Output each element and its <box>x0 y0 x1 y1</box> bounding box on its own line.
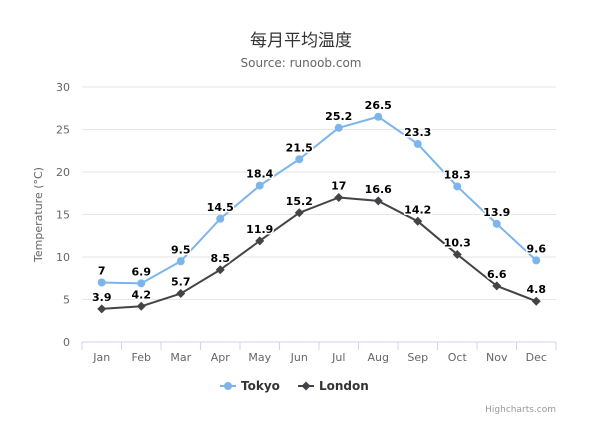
data-point-tokyo[interactable] <box>255 181 264 190</box>
data-label: 15.2 <box>286 195 313 208</box>
data-label: 25.2 <box>325 110 352 123</box>
data-point-tokyo[interactable] <box>137 279 146 288</box>
x-tick-label: Dec <box>526 351 547 364</box>
data-point-tokyo[interactable] <box>374 112 383 121</box>
data-label: 11.9 <box>246 223 273 236</box>
data-point-london[interactable] <box>492 281 502 291</box>
legend-diamond-marker <box>301 381 311 391</box>
series-line-tokyo[interactable] <box>100 115 538 285</box>
x-tick-label: Sep <box>407 351 428 364</box>
y-axis-title: Temperature (°C) <box>32 167 45 263</box>
data-label: 17 <box>331 180 346 193</box>
legend-item-tokyo[interactable]: Tokyo <box>220 379 280 393</box>
data-label: 13.9 <box>483 206 510 219</box>
legend-label: Tokyo <box>241 379 280 393</box>
legend-circle-marker <box>224 382 232 390</box>
data-point-london[interactable] <box>452 249 462 259</box>
series-line-london[interactable] <box>100 196 538 310</box>
data-label: 26.5 <box>365 99 392 112</box>
data-point-london[interactable] <box>413 216 423 226</box>
data-point-tokyo[interactable] <box>453 182 462 191</box>
data-point-london[interactable] <box>531 296 541 306</box>
data-label: 5.7 <box>171 276 191 289</box>
y-tick-label: 5 <box>63 294 70 307</box>
x-tick-label: Apr <box>211 351 231 364</box>
data-point-london[interactable] <box>136 301 146 311</box>
data-point-london[interactable] <box>97 304 107 314</box>
data-point-tokyo[interactable] <box>97 278 106 287</box>
y-axis: 0 5 10 15 20 25 30 Temperature (°C) <box>32 81 70 349</box>
data-label: 4.2 <box>132 288 152 301</box>
data-point-london[interactable] <box>294 208 304 218</box>
data-label: 7 <box>98 265 106 278</box>
data-point-london[interactable] <box>255 236 265 246</box>
x-tick-label: Aug <box>368 351 389 364</box>
data-label: 6.6 <box>487 268 507 281</box>
data-labels: 7 6.9 9.5 14.5 18.4 21.5 25.2 26.5 23.3 18.3 13.9 9… <box>91 97 548 305</box>
y-tick-label: 25 <box>56 124 70 137</box>
data-label: 4.8 <box>527 283 547 296</box>
chart-subtitle: Source: runoob.com <box>240 56 362 70</box>
data-point-tokyo[interactable] <box>532 256 541 265</box>
data-label: 23.3 <box>404 126 431 139</box>
data-point-tokyo[interactable] <box>492 219 501 228</box>
x-tick-label: Oct <box>448 351 468 364</box>
data-point-tokyo[interactable] <box>413 139 422 148</box>
credits-link[interactable]: Highcharts.com <box>485 405 556 415</box>
data-label: 21.5 <box>286 141 313 154</box>
data-point-london[interactable] <box>373 196 383 206</box>
data-label: 18.3 <box>444 168 471 181</box>
data-label: 10.3 <box>444 236 471 249</box>
data-point-tokyo[interactable] <box>176 257 185 266</box>
x-tick-label: Feb <box>132 351 151 364</box>
y-tick-label: 15 <box>56 209 70 222</box>
data-label: 18.4 <box>246 168 273 181</box>
x-axis: Jan Feb Mar Apr May Jun Jul Aug Sep Oct Nov Dec <box>81 342 557 364</box>
data-point-tokyo[interactable] <box>334 123 343 132</box>
x-tick-label: Mar <box>170 351 191 364</box>
y-tick-label: 20 <box>56 166 70 179</box>
x-tick-label: May <box>248 351 271 364</box>
legend-item-london[interactable]: London <box>298 379 369 393</box>
data-label: 14.2 <box>404 203 431 216</box>
data-label: 9.5 <box>171 243 191 256</box>
x-tick-label: Jul <box>331 351 345 364</box>
x-tick-label: Jun <box>290 351 308 364</box>
data-label: 9.6 <box>527 242 547 255</box>
legend-label: London <box>319 379 369 393</box>
y-tick-label: 30 <box>56 81 70 94</box>
data-point-london[interactable] <box>215 265 225 275</box>
data-label: 16.6 <box>365 183 392 196</box>
y-tick-label: 10 <box>56 251 70 264</box>
data-point-tokyo[interactable] <box>216 214 225 223</box>
x-tick-label: Jan <box>92 351 110 364</box>
data-label: 3.9 <box>92 291 112 304</box>
data-label: 6.9 <box>132 265 152 278</box>
data-label: 8.5 <box>211 252 231 265</box>
data-point-tokyo[interactable] <box>295 155 304 164</box>
legend: Tokyo London <box>220 379 369 393</box>
y-tick-label: 0 <box>63 336 70 349</box>
chart-title: 每月平均温度 <box>250 31 352 51</box>
series-lines <box>97 112 541 314</box>
data-point-london[interactable] <box>176 289 186 299</box>
data-point-london[interactable] <box>334 193 344 202</box>
data-label: 14.5 <box>207 201 234 214</box>
x-tick-label: Nov <box>486 351 508 364</box>
